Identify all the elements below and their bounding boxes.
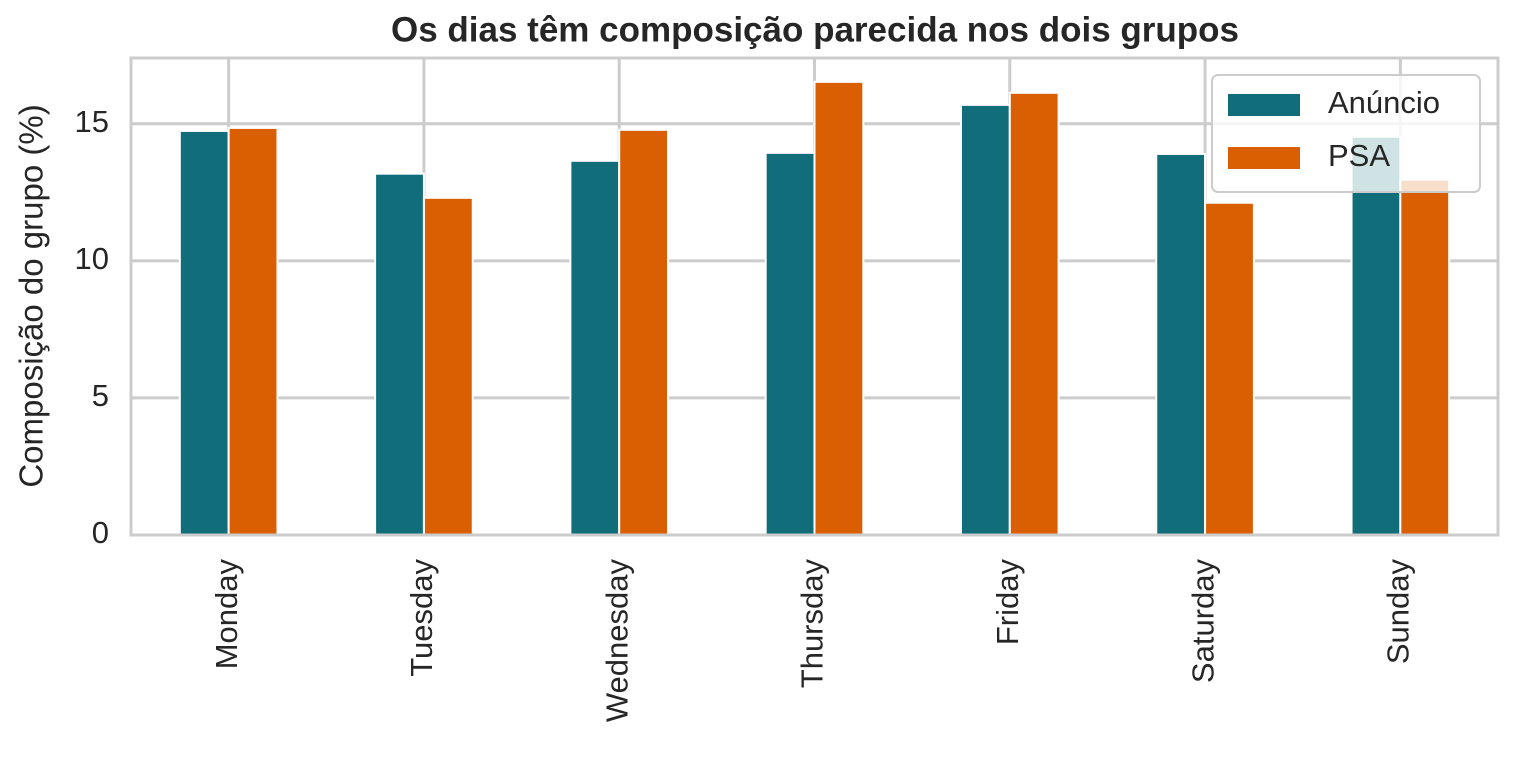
bar [1399, 178, 1451, 536]
x-tick-label: Sunday [1381, 559, 1416, 665]
x-tick-label: Wednesday [599, 559, 634, 723]
bar [178, 129, 230, 536]
bar [1204, 201, 1255, 536]
legend-label: Anúncio [1328, 85, 1440, 120]
x-tick-label: Friday [990, 559, 1025, 646]
legend-swatch [1228, 147, 1300, 169]
y-tick-label: 5 [92, 378, 109, 413]
bar [569, 159, 621, 536]
legend-label: PSA [1328, 138, 1390, 173]
legend: Anúncio PSA [1211, 74, 1481, 193]
bar [813, 80, 865, 536]
x-tick-label: Saturday [1185, 559, 1220, 684]
x-tick-label: Monday [209, 559, 244, 670]
bar [1155, 152, 1207, 536]
y-axis-label: Composição do grupo (%) [13, 104, 50, 487]
bar [227, 126, 279, 536]
y-tick-label: 15 [75, 104, 109, 139]
bar [764, 151, 816, 537]
bar [374, 172, 425, 536]
x-tick-label: Tuesday [404, 559, 439, 677]
bar [422, 196, 474, 537]
x-tick-label: Thursday [795, 559, 830, 689]
y-tick-label: 10 [75, 241, 109, 276]
chart-title: Os dias têm composição parecida nos dois… [391, 10, 1239, 49]
y-tick-label: 0 [92, 515, 109, 550]
bar [618, 128, 670, 537]
legend-swatch [1228, 94, 1300, 116]
plot-frame [129, 56, 1500, 537]
bar [1008, 91, 1060, 536]
bar [1350, 135, 1402, 536]
bar [959, 103, 1011, 536]
